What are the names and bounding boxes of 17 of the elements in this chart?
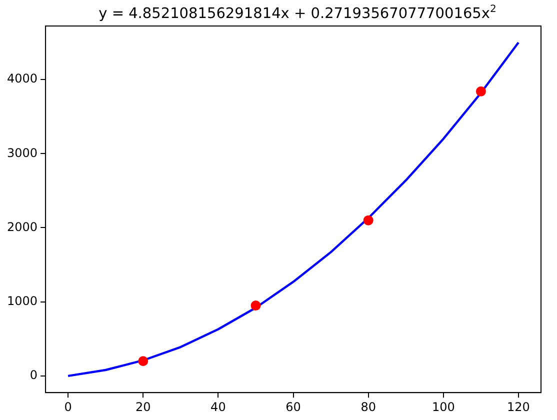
x-tick-label: 80 xyxy=(360,400,376,414)
point xyxy=(250,300,261,311)
y-tick-label: 4000 xyxy=(6,72,38,86)
point xyxy=(138,356,148,366)
y-tick-label: 2000 xyxy=(6,220,38,234)
x-tick-label: 40 xyxy=(210,400,226,414)
point xyxy=(476,86,486,96)
x-tick-label: 60 xyxy=(286,400,301,414)
x-tick-label: 20 xyxy=(135,400,151,414)
chart-title: y = 4.852108156291814x + 0.27193567077700165x$^{2}$ xyxy=(98,4,498,22)
x-tick-label: 100 xyxy=(432,400,455,414)
x-tick-label: 120 xyxy=(507,400,530,414)
y-tick-label: 0 xyxy=(30,368,38,382)
x-tick-label: 0 xyxy=(64,400,72,414)
point xyxy=(363,215,374,226)
y-tick-label: 1000 xyxy=(6,294,38,308)
y-tick-label: 3000 xyxy=(6,146,38,160)
